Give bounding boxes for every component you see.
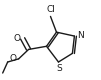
Text: S: S xyxy=(56,64,62,73)
Text: Cl: Cl xyxy=(46,5,55,14)
Text: O: O xyxy=(10,54,17,63)
Text: N: N xyxy=(77,31,84,40)
Text: O: O xyxy=(14,34,21,43)
